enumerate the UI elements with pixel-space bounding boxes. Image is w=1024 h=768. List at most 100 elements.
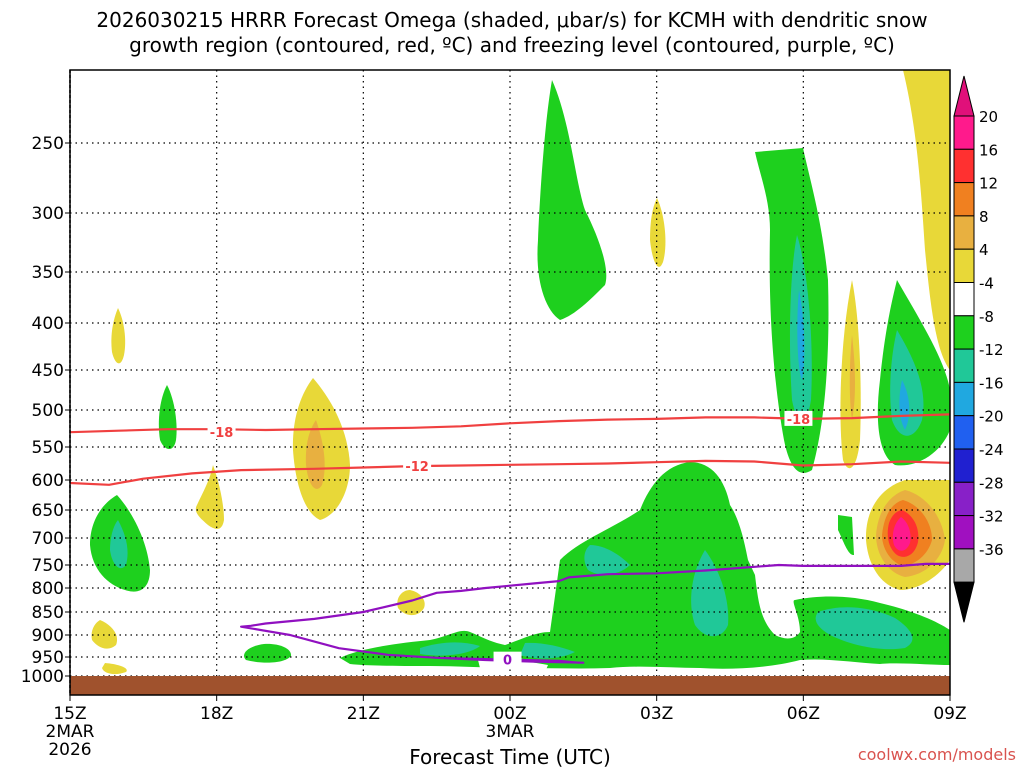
y-tick-label-1000: 1000: [21, 667, 64, 687]
colorbar-swatch--8: [953, 315, 975, 350]
shade-orange-07z: [849, 335, 855, 420]
shade-green-lowlevel-band: [340, 462, 950, 669]
colorbar-swatch-20: [953, 115, 975, 150]
colorbar-swatch--12: [953, 348, 975, 383]
colorbar-swatch--24: [953, 448, 975, 483]
ground-surface: [70, 676, 950, 695]
colorbar-swatch-8: [953, 215, 975, 250]
shade-yellow-1620-low: [91, 620, 118, 649]
colorbar-label--12: -12: [979, 341, 1004, 359]
shade-magenta-08z-low: [892, 517, 911, 551]
colorbar-swatch--28: [953, 481, 975, 517]
colorbar-label-20: 20: [979, 108, 998, 126]
x-tick-year-15Z: 2026: [48, 740, 91, 760]
shade-teal-lowlevel-band: [420, 642, 480, 656]
chart-title-line2: growth region (contoured, red, ºC) and f…: [129, 33, 895, 57]
colorbar-label--16: -16: [979, 374, 1004, 392]
shade-orange-20z: [305, 420, 325, 489]
colorbar-swatch-16: [953, 148, 975, 184]
contour-label-dgz-minus18-0: -18: [210, 426, 234, 441]
x-tick-date-15Z: 2MAR: [46, 722, 95, 742]
colorbar-label-4: 4: [979, 241, 989, 259]
colorbar-swatch--20: [953, 415, 975, 450]
colorbar-swatch--32: [953, 515, 975, 550]
colorbar-label--20: -20: [979, 408, 1004, 426]
shade-upper-green: [537, 80, 607, 320]
shade-green-1915: [244, 643, 292, 663]
x-tick-label-09Z: 09Z: [933, 704, 966, 724]
colorbar-label--24: -24: [979, 441, 1004, 459]
y-tick-label-850: 850: [32, 603, 64, 623]
contour-freezing-level: [240, 562, 950, 664]
colorbar-top-arrow: [953, 75, 975, 117]
colorbar-label-12: 12: [979, 175, 998, 193]
shade-teal-08z: [890, 330, 924, 436]
colorbar-swatch--4: [953, 282, 975, 317]
x-tick-label-06Z: 06Z: [787, 704, 820, 724]
shade-blue-08z: [899, 380, 910, 430]
contour-dgz-minus12: [70, 459, 950, 486]
contour-label-dgz-minus12-0: -12: [405, 460, 429, 475]
colorbar-label--28: -28: [979, 474, 1004, 492]
shade-green-17z: [158, 385, 177, 449]
colorbar: 20 16 12 8 4 -4 -8 -12 -16 -20 -24 -28 -32 -36: [953, 75, 1004, 623]
contour-label-freezing-level-0: 0: [503, 654, 512, 669]
y-tick-label-950: 950: [32, 648, 64, 668]
x-tick-label-18Z: 18Z: [200, 704, 233, 724]
shade-green-0715: [838, 515, 854, 556]
y-tick-label-550: 550: [32, 438, 64, 458]
shade-teal-1630: [110, 520, 128, 569]
x-tick-label-03Z: 03Z: [640, 704, 673, 724]
y-tick-label-600: 600: [32, 471, 64, 491]
contour-label-bg-dgz-minus12-0: [403, 458, 432, 474]
colorbar-label--36: -36: [979, 541, 1004, 559]
omega-shading: [90, 70, 950, 675]
shade-yellow-1815: [195, 465, 224, 529]
y-tick-label-450: 450: [32, 361, 64, 381]
colorbar-label-16: 16: [979, 141, 998, 159]
colorbar-bottom-arrow: [953, 581, 975, 623]
colorbar-label--8: -8: [979, 308, 994, 326]
x-tick-label-21Z: 21Z: [347, 704, 380, 724]
contour-label-bg-freezing-level-0: [493, 651, 522, 667]
chart-title-line1: 2026030215 HRRR Forecast Omega (shaded, …: [96, 8, 927, 32]
colorbar-swatch-12: [953, 182, 975, 217]
y-tick-label-350: 350: [32, 263, 64, 283]
colorbar-swatch--16: [953, 381, 975, 417]
y-tick-label-800: 800: [32, 579, 64, 599]
plot-area: -18 -18 -12 0: [70, 70, 950, 695]
y-tick-label-250: 250: [32, 134, 64, 154]
contour-lines: -18 -18 -12 0: [70, 410, 950, 669]
y-tick-label-650: 650: [32, 501, 64, 521]
shade-yellow-1630: [111, 308, 126, 364]
shade-teal-03z-low: [584, 545, 630, 575]
credit-text: coolwx.com/models: [858, 745, 1016, 764]
shade-yellow-top-right: [903, 70, 950, 370]
shade-teal-02z-low: [520, 642, 575, 659]
x-axis-label: Forecast Time (UTC): [409, 745, 611, 768]
y-axis: 250 300 350 400 450 500 550 600 650 700 750 800 850 9…: [21, 134, 70, 687]
y-tick-label-750: 750: [32, 556, 64, 576]
colorbar-swatch-4: [953, 248, 975, 283]
colorbar-label--32: -32: [979, 508, 1004, 526]
x-tick-label-00Z: 00Z: [493, 704, 526, 724]
y-tick-label-300: 300: [32, 204, 64, 224]
shade-yellow-2220: [397, 590, 425, 616]
x-tick-date-00Z: 3MAR: [486, 722, 535, 742]
contour-label-bg-dgz-minus18-1: [784, 410, 813, 426]
contour-label-bg-dgz-minus18-0: [207, 424, 236, 440]
shade-yellow-1620-bottom: [102, 663, 127, 675]
contour-label-dgz-minus18-1: -18: [787, 413, 811, 428]
colorbar-label-8: 8: [979, 208, 989, 226]
colorbar-swatch--36: [953, 548, 975, 583]
y-tick-label-500: 500: [32, 401, 64, 421]
colorbar-label--4: -4: [979, 275, 994, 293]
y-tick-label-900: 900: [32, 626, 64, 646]
y-tick-label-700: 700: [32, 529, 64, 549]
y-tick-label-400: 400: [32, 314, 64, 334]
x-tick-label-15Z: 15Z: [53, 704, 86, 724]
shade-teal-07z-low: [815, 607, 913, 650]
shade-yellow-upper-03z: [650, 198, 666, 267]
